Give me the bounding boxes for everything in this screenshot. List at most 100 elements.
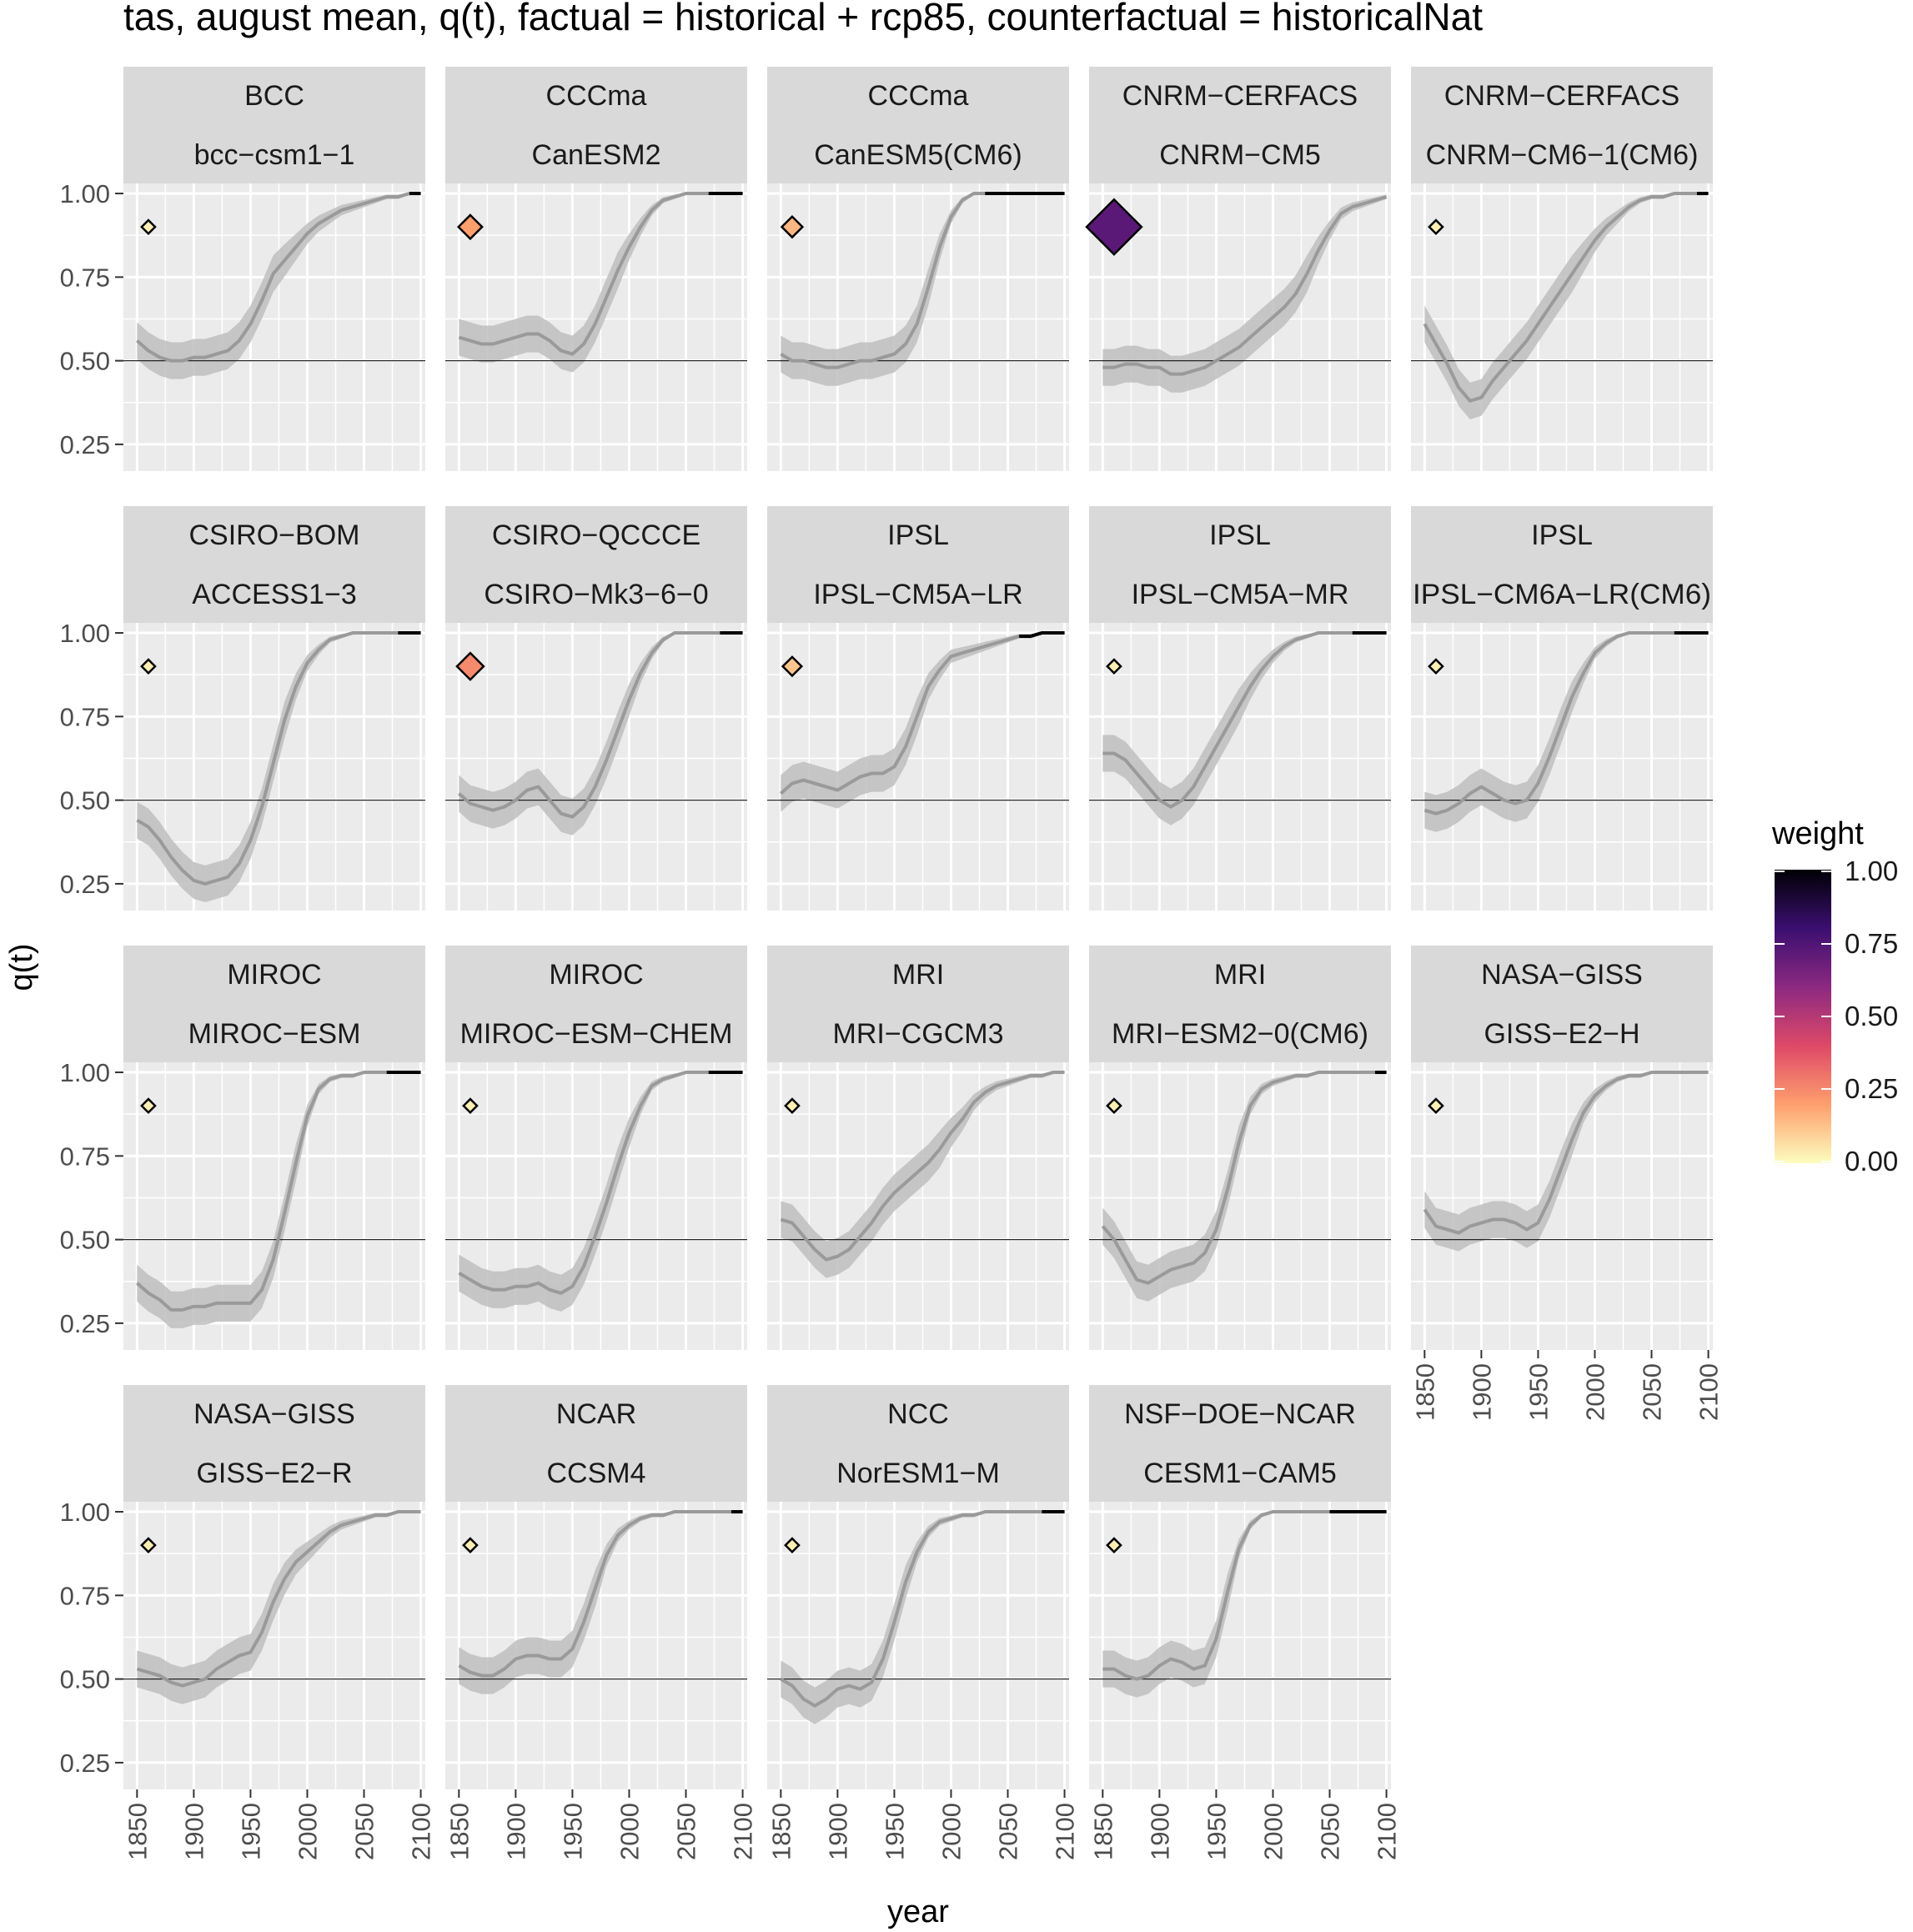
facet-panel: CNRM−CERFACS CNRM−CM6−1(CM6) (1411, 67, 1713, 471)
facet-panel: NASA−GISS GISS−E2−R 0.25 0.50 0.75 1.00 1850 19… (60, 1385, 436, 1860)
q-line (1423, 192, 1709, 403)
uncertainty-band (459, 1512, 743, 1694)
weight-marker (1085, 198, 1143, 256)
facet-model-label: CESM1−CAM5 (1143, 1458, 1336, 1489)
facet-model-label: bcc−csm1−1 (194, 139, 355, 171)
x-tick-label: 2100 (1051, 1803, 1080, 1860)
uncertainty-band (1424, 1072, 1709, 1252)
weight-marker (1106, 658, 1122, 675)
x-tick-label: 1850 (1088, 1803, 1117, 1860)
panel-background (1089, 183, 1391, 471)
x-tick-label: 2000 (1258, 1803, 1288, 1860)
y-tick-label: 0.50 (60, 347, 110, 376)
x-tick-label: 2000 (1580, 1363, 1609, 1421)
uncertainty-band (137, 1512, 421, 1704)
uncertainty-band (781, 1512, 1065, 1724)
facet-panel: NCAR CCSM4 1850 1900 1950 2000 2050 2100 (444, 1385, 758, 1860)
q-line (1423, 1071, 1709, 1235)
facet-institute-label: NCC (887, 1398, 949, 1430)
q-line (136, 631, 421, 886)
facet-institute-label: NASA−GISS (1481, 959, 1643, 991)
facet-model-label: CNRM−CM5 (1159, 139, 1321, 171)
facet-model-label: CNRM−CM6−1(CM6) (1426, 139, 1699, 171)
legend-title: weight (1771, 816, 1864, 851)
x-tick-label: 2100 (407, 1803, 436, 1860)
weight-marker (780, 214, 805, 239)
uncertainty-band (459, 633, 743, 836)
uncertainty-band (1424, 633, 1709, 832)
facet-panel: CSIRO−BOM ACCESS1−3 0.25 0.50 0.75 1.00 (60, 506, 425, 911)
facet-model-label: ACCESS1−3 (192, 579, 357, 610)
facet-strip (123, 506, 425, 623)
q-line-future (1019, 631, 1065, 639)
weight-marker (140, 1537, 157, 1553)
q-line (458, 631, 743, 819)
x-tick-label: 1900 (179, 1803, 208, 1860)
uncertainty-band (1102, 1072, 1387, 1302)
facet-model-label: MIROC−ESM−CHEM (460, 1018, 733, 1050)
facet-strip (445, 1385, 747, 1502)
facet-strip (767, 506, 1069, 623)
weight-marker (1428, 1097, 1444, 1114)
uncertainty-band (781, 1072, 1065, 1278)
facet-strip (767, 1385, 1069, 1502)
uncertainty-band (1102, 194, 1387, 393)
x-tick-label: 1900 (1145, 1803, 1174, 1860)
facet-strip (445, 946, 747, 1062)
x-tick-label: 1950 (1524, 1363, 1553, 1421)
weight-marker (784, 1537, 801, 1553)
facet-institute-label: CNRM−CERFACS (1444, 80, 1680, 112)
panel-background (123, 1502, 425, 1789)
x-tick-label: 2050 (672, 1803, 701, 1860)
x-tick-label: 2050 (350, 1803, 379, 1860)
y-tick-label: 0.50 (60, 786, 110, 815)
uncertainty-band (781, 193, 1065, 386)
facet-institute-label: MRI (892, 959, 944, 991)
facet-panel: MIROC MIROC−ESM−CHEM (445, 946, 747, 1350)
x-tick-label: 1850 (444, 1803, 474, 1860)
weight-marker (781, 655, 804, 678)
x-tick-label: 1950 (558, 1803, 587, 1860)
y-tick-label: 0.25 (60, 430, 110, 459)
facet-panel: MRI MRI−CGCM3 (767, 946, 1069, 1350)
facet-institute-label: CCCma (868, 80, 969, 112)
x-tick-label: 1850 (766, 1803, 796, 1860)
facet-panel: CCCma CanESM2 (445, 67, 747, 471)
panel-background (1411, 1062, 1713, 1350)
facet-panel: MRI MRI−ESM2−0(CM6) (1089, 946, 1391, 1350)
facet-strip (123, 67, 425, 183)
facet-panel: IPSL IPSL−CM6A−LR(CM6) (1411, 506, 1713, 911)
chart-title: tas, august mean, q(t), factual = histor… (123, 0, 1483, 38)
facet-institute-label: MIROC (549, 959, 643, 991)
facet-strip (1089, 67, 1391, 183)
facet-panel: CSIRO−QCCCE CSIRO−Mk3−6−0 (445, 506, 747, 911)
facet-strip (767, 67, 1069, 183)
facet-model-label: NorESM1−M (836, 1458, 1000, 1489)
x-tick-label: 1950 (880, 1803, 909, 1860)
weight-marker (462, 1097, 479, 1114)
facet-strip (445, 506, 747, 623)
facet-strip (123, 946, 425, 1062)
facet-model-label: IPSL−CM5A−MR (1132, 579, 1349, 610)
weight-marker (455, 651, 485, 681)
facet-model-label: GISS−E2−H (1484, 1018, 1639, 1050)
q-line (1102, 195, 1388, 376)
legend-tick-label: 0.25 (1845, 1073, 1898, 1104)
facet-strip (1089, 946, 1391, 1062)
facet-model-label: CCSM4 (546, 1458, 645, 1489)
facet-panels: BCC bcc−csm1−1 0.25 0.50 0.75 1.00 CCCma CanESM… (60, 67, 1724, 1860)
weight-marker (462, 1537, 479, 1553)
x-tick-label: 2050 (994, 1803, 1023, 1860)
y-tick-label: 0.25 (60, 1309, 110, 1338)
facet-panel: NCC NorESM1−M 1850 1900 1950 2000 2050 2100 (766, 1385, 1080, 1860)
x-tick-label: 2100 (1695, 1363, 1724, 1421)
weight-marker (1428, 218, 1444, 235)
y-tick-label: 0.75 (60, 702, 110, 731)
x-tick-label: 2050 (1638, 1363, 1667, 1421)
facet-institute-label: CNRM−CERFACS (1122, 80, 1358, 112)
q-line (136, 1510, 421, 1688)
uncertainty-band (1102, 1512, 1387, 1698)
x-tick-label: 1950 (1202, 1803, 1231, 1860)
facet-institute-label: IPSL (1531, 519, 1593, 551)
